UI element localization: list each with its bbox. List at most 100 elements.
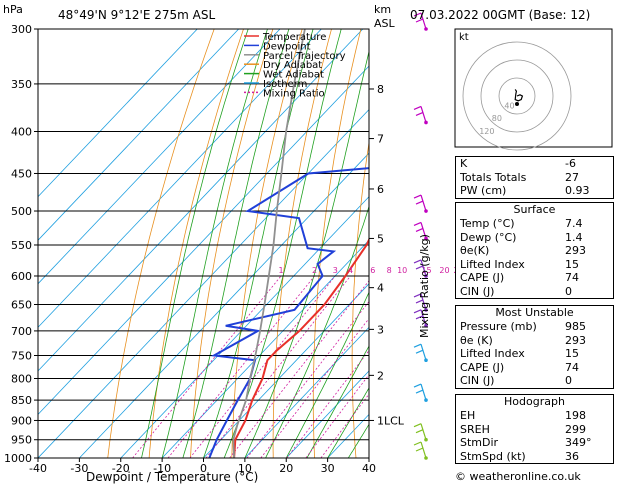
pressure-tick-label: 450 bbox=[11, 167, 32, 180]
row-value: 299 bbox=[565, 422, 586, 436]
legend-label: Dewpoint bbox=[263, 41, 311, 52]
wind-barb-flag bbox=[415, 299, 424, 304]
table-row: CIN (J) 0 bbox=[456, 285, 613, 299]
wind-barb-flag bbox=[415, 447, 424, 452]
wind-barb-staff bbox=[420, 293, 427, 311]
legend-label: Wet Adiabat bbox=[263, 70, 324, 81]
sounding-lines bbox=[208, 29, 369, 458]
table-row: Dewp (°C) 1.4 bbox=[456, 231, 613, 245]
isotherm-line bbox=[161, 239, 369, 458]
row-value: 27 bbox=[565, 170, 579, 184]
table-row: EH 198 bbox=[456, 409, 613, 423]
hodograph-ring bbox=[462, 41, 572, 151]
wind-barb-flag bbox=[415, 315, 424, 320]
legend-label: Dry Adiabat bbox=[263, 60, 322, 71]
km-axis-label: km bbox=[374, 3, 392, 16]
row-label: Dewp (°C) bbox=[460, 230, 517, 244]
hodograph-ring-label: 80 bbox=[492, 114, 502, 123]
table-row: StmDir 349° bbox=[456, 436, 613, 450]
row-label: EH bbox=[460, 409, 476, 422]
row-label: CAPE (J) bbox=[460, 360, 505, 374]
wind-barb-staff bbox=[420, 259, 427, 277]
wind-barb-flag bbox=[413, 12, 422, 17]
most-unstable-table: Most Unstable Pressure (mb) 985 θe (K) 293 L… bbox=[455, 305, 614, 389]
legend-label: Isotherm bbox=[263, 79, 307, 90]
table-row: K -6 bbox=[456, 157, 613, 171]
temperature-tick-label: 0 bbox=[200, 462, 207, 475]
row-value: 0.93 bbox=[565, 184, 590, 197]
temperature-tick-label: -10 bbox=[153, 462, 171, 475]
pressure-tick-label: 500 bbox=[11, 205, 32, 218]
row-value: 0 bbox=[565, 374, 572, 387]
wind-barb-flag bbox=[413, 293, 422, 298]
wind-barb-flag bbox=[415, 111, 424, 117]
isotherm-line bbox=[38, 29, 281, 285]
row-label: SREH bbox=[460, 422, 490, 436]
mixing-ratio-label: 10 bbox=[397, 266, 407, 275]
mixing-ratio-labels: 12346810152025 bbox=[278, 266, 463, 275]
mixing-ratio-label: 3 bbox=[333, 266, 338, 275]
temperature-tick-label: 20 bbox=[279, 462, 293, 475]
temperature-tick-label: 40 bbox=[362, 462, 376, 475]
x-axis-label: Dewpoint / Temperature (°C) bbox=[86, 470, 259, 484]
wind-barb-staff bbox=[420, 106, 427, 123]
table-row: Totals Totals 27 bbox=[456, 171, 613, 185]
dry-adiabat-line bbox=[624, 29, 629, 458]
temperature-tick-labels: -40 -30 -20 -10 0 10 20 30 40 bbox=[29, 458, 376, 475]
wind-barb-flag bbox=[413, 441, 422, 446]
isotherm-line bbox=[38, 29, 239, 241]
surface-table: Surface Temp (°C) 7.4 Dewp (°C) 1.4 θe(K) 293… bbox=[455, 202, 614, 299]
table-row: θe (K) 293 bbox=[456, 334, 613, 348]
isotherm-line bbox=[38, 29, 364, 372]
pressure-tick-label: 400 bbox=[11, 126, 32, 139]
table-row: Temp (°C) 7.4 bbox=[456, 217, 613, 231]
hodograph-ring-label: 40 bbox=[504, 102, 514, 111]
legend-label: Mixing Ratio bbox=[263, 88, 325, 99]
indices-table: K -6 Totals Totals 27 PW (cm) 0.93 bbox=[455, 156, 614, 199]
altitude-tick-label: 5 bbox=[377, 232, 384, 245]
row-label: Lifted Index bbox=[460, 257, 525, 271]
isotherm-line bbox=[203, 283, 369, 458]
row-value: 293 bbox=[565, 333, 586, 347]
wet-adiabat-line bbox=[141, 29, 249, 458]
mixing-ratio-label: 8 bbox=[387, 266, 392, 275]
mixing-ratio-label: 15 bbox=[421, 266, 431, 275]
pressure-tick-label: 1000 bbox=[4, 452, 32, 465]
wind-barb-flag bbox=[413, 383, 422, 388]
wind-barb-flag bbox=[415, 429, 424, 434]
table-row: Pressure (mb) 985 bbox=[456, 320, 613, 334]
wind-barb-flag bbox=[413, 259, 422, 264]
datetime-title: 07.03.2022 00GMT (Base: 12) bbox=[410, 8, 591, 22]
table-row: Lifted Index 15 bbox=[456, 347, 613, 361]
mixing-ratio-label: 2 bbox=[312, 266, 317, 275]
wind-barb-flag bbox=[413, 194, 422, 199]
table-row: PW (cm) 0.93 bbox=[456, 184, 613, 198]
mixing-ratio-line bbox=[205, 275, 351, 458]
row-value: 198 bbox=[565, 409, 586, 422]
table-row: SREH 299 bbox=[456, 423, 613, 437]
row-label: CAPE (J) bbox=[460, 271, 505, 284]
wind-barb-flag bbox=[413, 105, 422, 111]
row-label: Totals Totals bbox=[460, 170, 527, 184]
table-row: CAPE (J) 74 bbox=[456, 271, 613, 285]
wind-barb-staff bbox=[420, 222, 427, 239]
hodograph-ring bbox=[480, 59, 554, 133]
mixing-ratio-line bbox=[320, 393, 369, 458]
pressure-tick-label: 550 bbox=[11, 239, 32, 252]
wind-barb-staff bbox=[420, 423, 427, 440]
pressure-tick-label: 600 bbox=[11, 270, 32, 283]
location-title: 48°49'N 9°12'E 275m ASL bbox=[58, 8, 216, 22]
row-value: 0 bbox=[565, 284, 572, 298]
pressure-tick-label: 750 bbox=[11, 349, 32, 362]
wind-barb-flag bbox=[415, 265, 424, 270]
row-value: 36 bbox=[565, 449, 579, 463]
wind-barb-staff bbox=[420, 12, 427, 30]
row-label: CIN (J) bbox=[460, 284, 495, 298]
hodograph-table: Hodograph EH 198 SREH 299 StmDir 349° StmSpd (… bbox=[455, 394, 614, 464]
pressure-tick-label: 300 bbox=[11, 23, 32, 36]
row-label: Pressure (mb) bbox=[460, 320, 537, 333]
series-line-temperature bbox=[233, 237, 369, 458]
temperature-tick-label: 30 bbox=[321, 462, 335, 475]
